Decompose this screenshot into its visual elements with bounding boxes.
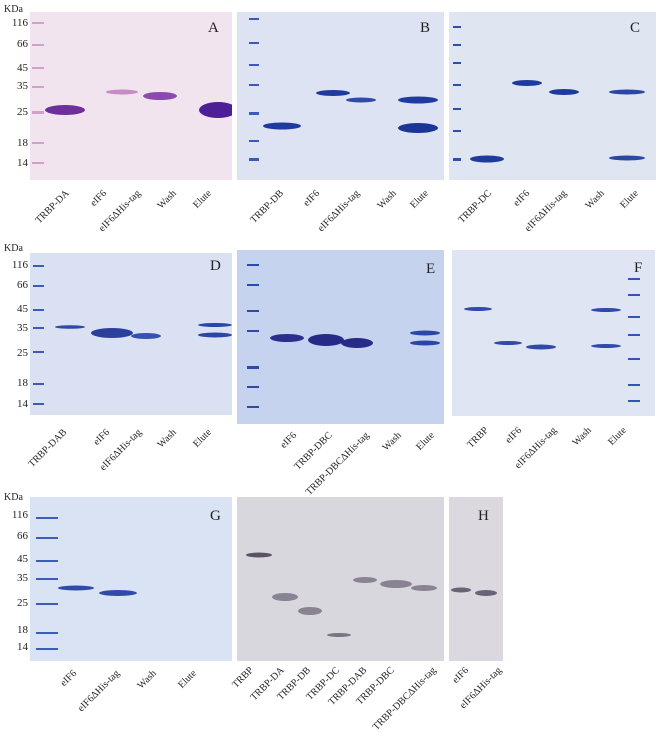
lane-label-e-1: eIF6 [278, 430, 299, 451]
lane-label-d-1: TRBP-DAB [26, 427, 69, 470]
lane-label-c-1: TRBP-DC [456, 188, 494, 226]
mw-35: 35 [17, 80, 28, 92]
western-blot-panel-h [449, 497, 503, 661]
mw-25: 25 [17, 106, 28, 118]
gel-panel-c [449, 12, 656, 180]
western-blot-panel [237, 497, 444, 661]
mw-18: 18 [17, 377, 28, 389]
mw-66: 66 [17, 279, 28, 291]
panel-label-g: G [210, 508, 221, 524]
mw-116: 116 [11, 259, 28, 271]
panel-label-h: H [478, 508, 489, 524]
lane-label-b-1: TRBP-DB [248, 188, 286, 226]
lane-label-g-1: eIF6 [58, 668, 79, 689]
lane-label-f-2: eIF6 [503, 425, 524, 446]
gel-panel-d [30, 253, 232, 415]
mw-45: 45 [17, 553, 28, 565]
mw-14: 14 [17, 157, 28, 169]
mw-14: 14 [17, 398, 28, 410]
lane-label-d-5: Elute [191, 427, 214, 450]
gel-panel-f [452, 250, 655, 416]
lane-label-w-1: TRBP [230, 665, 256, 691]
lane-label-g-3: Wash [135, 668, 159, 692]
kda-unit-label: KDa [4, 4, 23, 15]
mw-14: 14 [17, 641, 28, 653]
mw-116: 116 [11, 17, 28, 29]
lane-label-a-5: Elute [191, 188, 214, 211]
lane-label-b-5: Elute [408, 188, 431, 211]
lane-label-e-3: TRBP-DBCΔHis-tag [304, 430, 372, 498]
panel-label-e: E [426, 261, 436, 277]
lane-label-c-5: Elute [618, 188, 641, 211]
lane-label-f-1: TRBP [465, 425, 491, 451]
mw-18: 18 [17, 137, 28, 149]
lane-label-d-2: eIF6 [91, 427, 112, 448]
lane-label-a-2: eIF6 [88, 188, 109, 209]
mw-45: 45 [17, 303, 28, 315]
lane-label-b-2: eIF6 [301, 188, 322, 209]
lane-label-f-4: Wash [570, 425, 594, 449]
panel-label-c: C [630, 20, 641, 36]
lane-label-a-1: TRBP-DA [33, 188, 72, 227]
lane-label-h-1: eIF6 [450, 665, 471, 686]
lane-label-e-5: Elute [414, 430, 437, 453]
panel-label-a: A [208, 20, 219, 36]
kda-unit-label: KDa [4, 243, 23, 254]
lane-label-b-3: eIF6ΔHis-tag [315, 188, 362, 235]
kda-unit-label: KDa [4, 492, 23, 503]
lane-label-a-4: Wash [155, 188, 179, 212]
lane-label-g-2: eIF6ΔHis-tag [75, 668, 122, 715]
panel-label-d: D [210, 258, 221, 274]
mw-18: 18 [17, 624, 28, 636]
mw-45: 45 [17, 62, 28, 74]
lane-label-f-5: Elute [606, 425, 629, 448]
lane-label-g-4: Elute [176, 668, 199, 691]
lane-label-c-4: Wash [583, 188, 607, 212]
panel-label-f: F [634, 260, 643, 276]
mw-25: 25 [17, 597, 28, 609]
mw-35: 35 [17, 572, 28, 584]
lane-label-c-2: eIF6 [511, 188, 532, 209]
lane-label-b-4: Wash [375, 188, 399, 212]
mw-66: 66 [17, 530, 28, 542]
panel-label-b: B [420, 20, 431, 36]
gel-panel-g [30, 497, 232, 661]
gel-panel-b [237, 12, 444, 180]
gel-panel-e [237, 250, 444, 424]
gel-panel-a [30, 12, 232, 180]
lane-label-d-4: Wash [155, 427, 179, 451]
mw-35: 35 [17, 322, 28, 334]
lane-label-e-4: Wash [380, 430, 404, 454]
mw-66: 66 [17, 38, 28, 50]
mw-116: 116 [11, 509, 28, 521]
mw-25: 25 [17, 347, 28, 359]
